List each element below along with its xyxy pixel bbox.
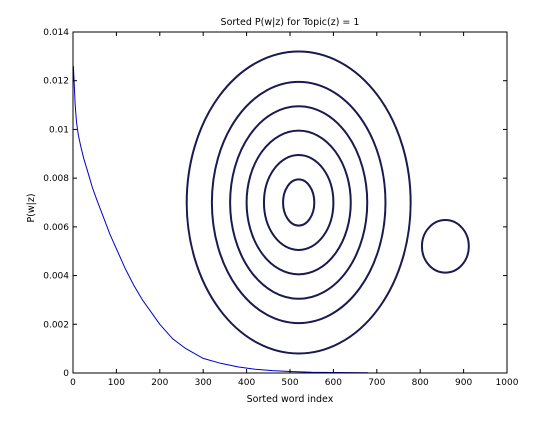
y-tick-label: 0.004	[43, 272, 69, 282]
y-tick-label: 0	[63, 369, 69, 379]
x-tick-label: 500	[281, 378, 298, 388]
annotation-circles	[185, 50, 470, 355]
concentric-circle	[210, 80, 387, 325]
concentric-circle	[282, 178, 316, 227]
y-axis-title: P(w|z)	[26, 193, 37, 222]
x-tick-label: 1000	[496, 378, 519, 388]
y-axis: 0 0.002 0.004 0.006 0.008 0.01 0.012 0.014	[43, 28, 507, 379]
y-tick-label: 0.012	[43, 77, 69, 87]
x-tick-label: 800	[412, 378, 429, 388]
x-tick-label: 600	[325, 378, 342, 388]
concentric-circle	[262, 154, 335, 251]
concentric-circle	[185, 50, 412, 355]
x-axis-title: Sorted word index	[247, 394, 334, 405]
concentric-circle	[245, 129, 352, 276]
series-line	[72, 66, 369, 374]
x-tick-label: 300	[195, 378, 212, 388]
series-layer	[72, 66, 369, 374]
y-tick-label: 0.014	[43, 28, 69, 38]
x-tick-label: 200	[151, 378, 168, 388]
y-tick-label: 0.006	[43, 223, 69, 233]
x-tick-label: 700	[368, 378, 385, 388]
x-tick-label: 900	[455, 378, 472, 388]
concentric-circle	[229, 105, 369, 300]
x-tick-label: 0	[70, 378, 76, 388]
x-axis: 0 100 200 300 400 500 600 700 800 900 1000	[70, 32, 519, 388]
y-tick-label: 0.008	[43, 174, 69, 184]
chart-title: Sorted P(w|z) for Topic(z) = 1	[221, 17, 360, 28]
y-tick-label: 0.01	[49, 125, 69, 135]
y-tick-label: 0.002	[43, 320, 69, 330]
x-tick-label: 100	[108, 378, 125, 388]
x-tick-label: 400	[238, 378, 255, 388]
small-circle	[420, 219, 470, 274]
